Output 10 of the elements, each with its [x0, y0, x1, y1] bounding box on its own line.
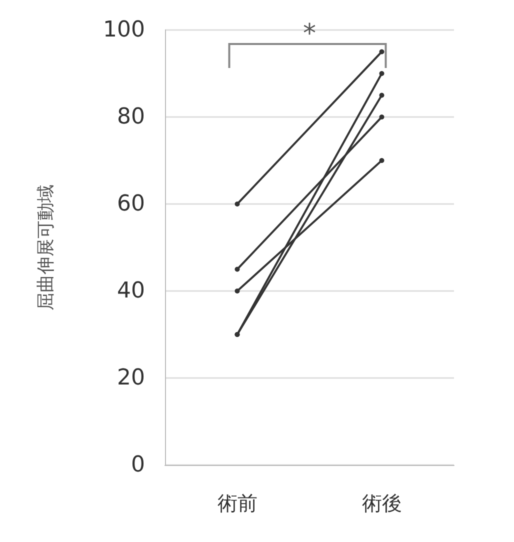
y-tick-label: 60 [117, 192, 145, 216]
y-tick-label: 20 [117, 366, 145, 390]
y-tick-label: 0 [131, 452, 145, 478]
y-axis-title: 屈曲伸展可動域 [36, 184, 56, 310]
y-tick-label: 100 [103, 18, 145, 42]
y-tick-label: 80 [117, 104, 145, 130]
x-tick-label: 術後 [362, 491, 402, 515]
x-tick-label: 術前 [217, 491, 258, 515]
y-tick-label: 40 [117, 278, 145, 304]
annotation: * [303, 19, 316, 49]
